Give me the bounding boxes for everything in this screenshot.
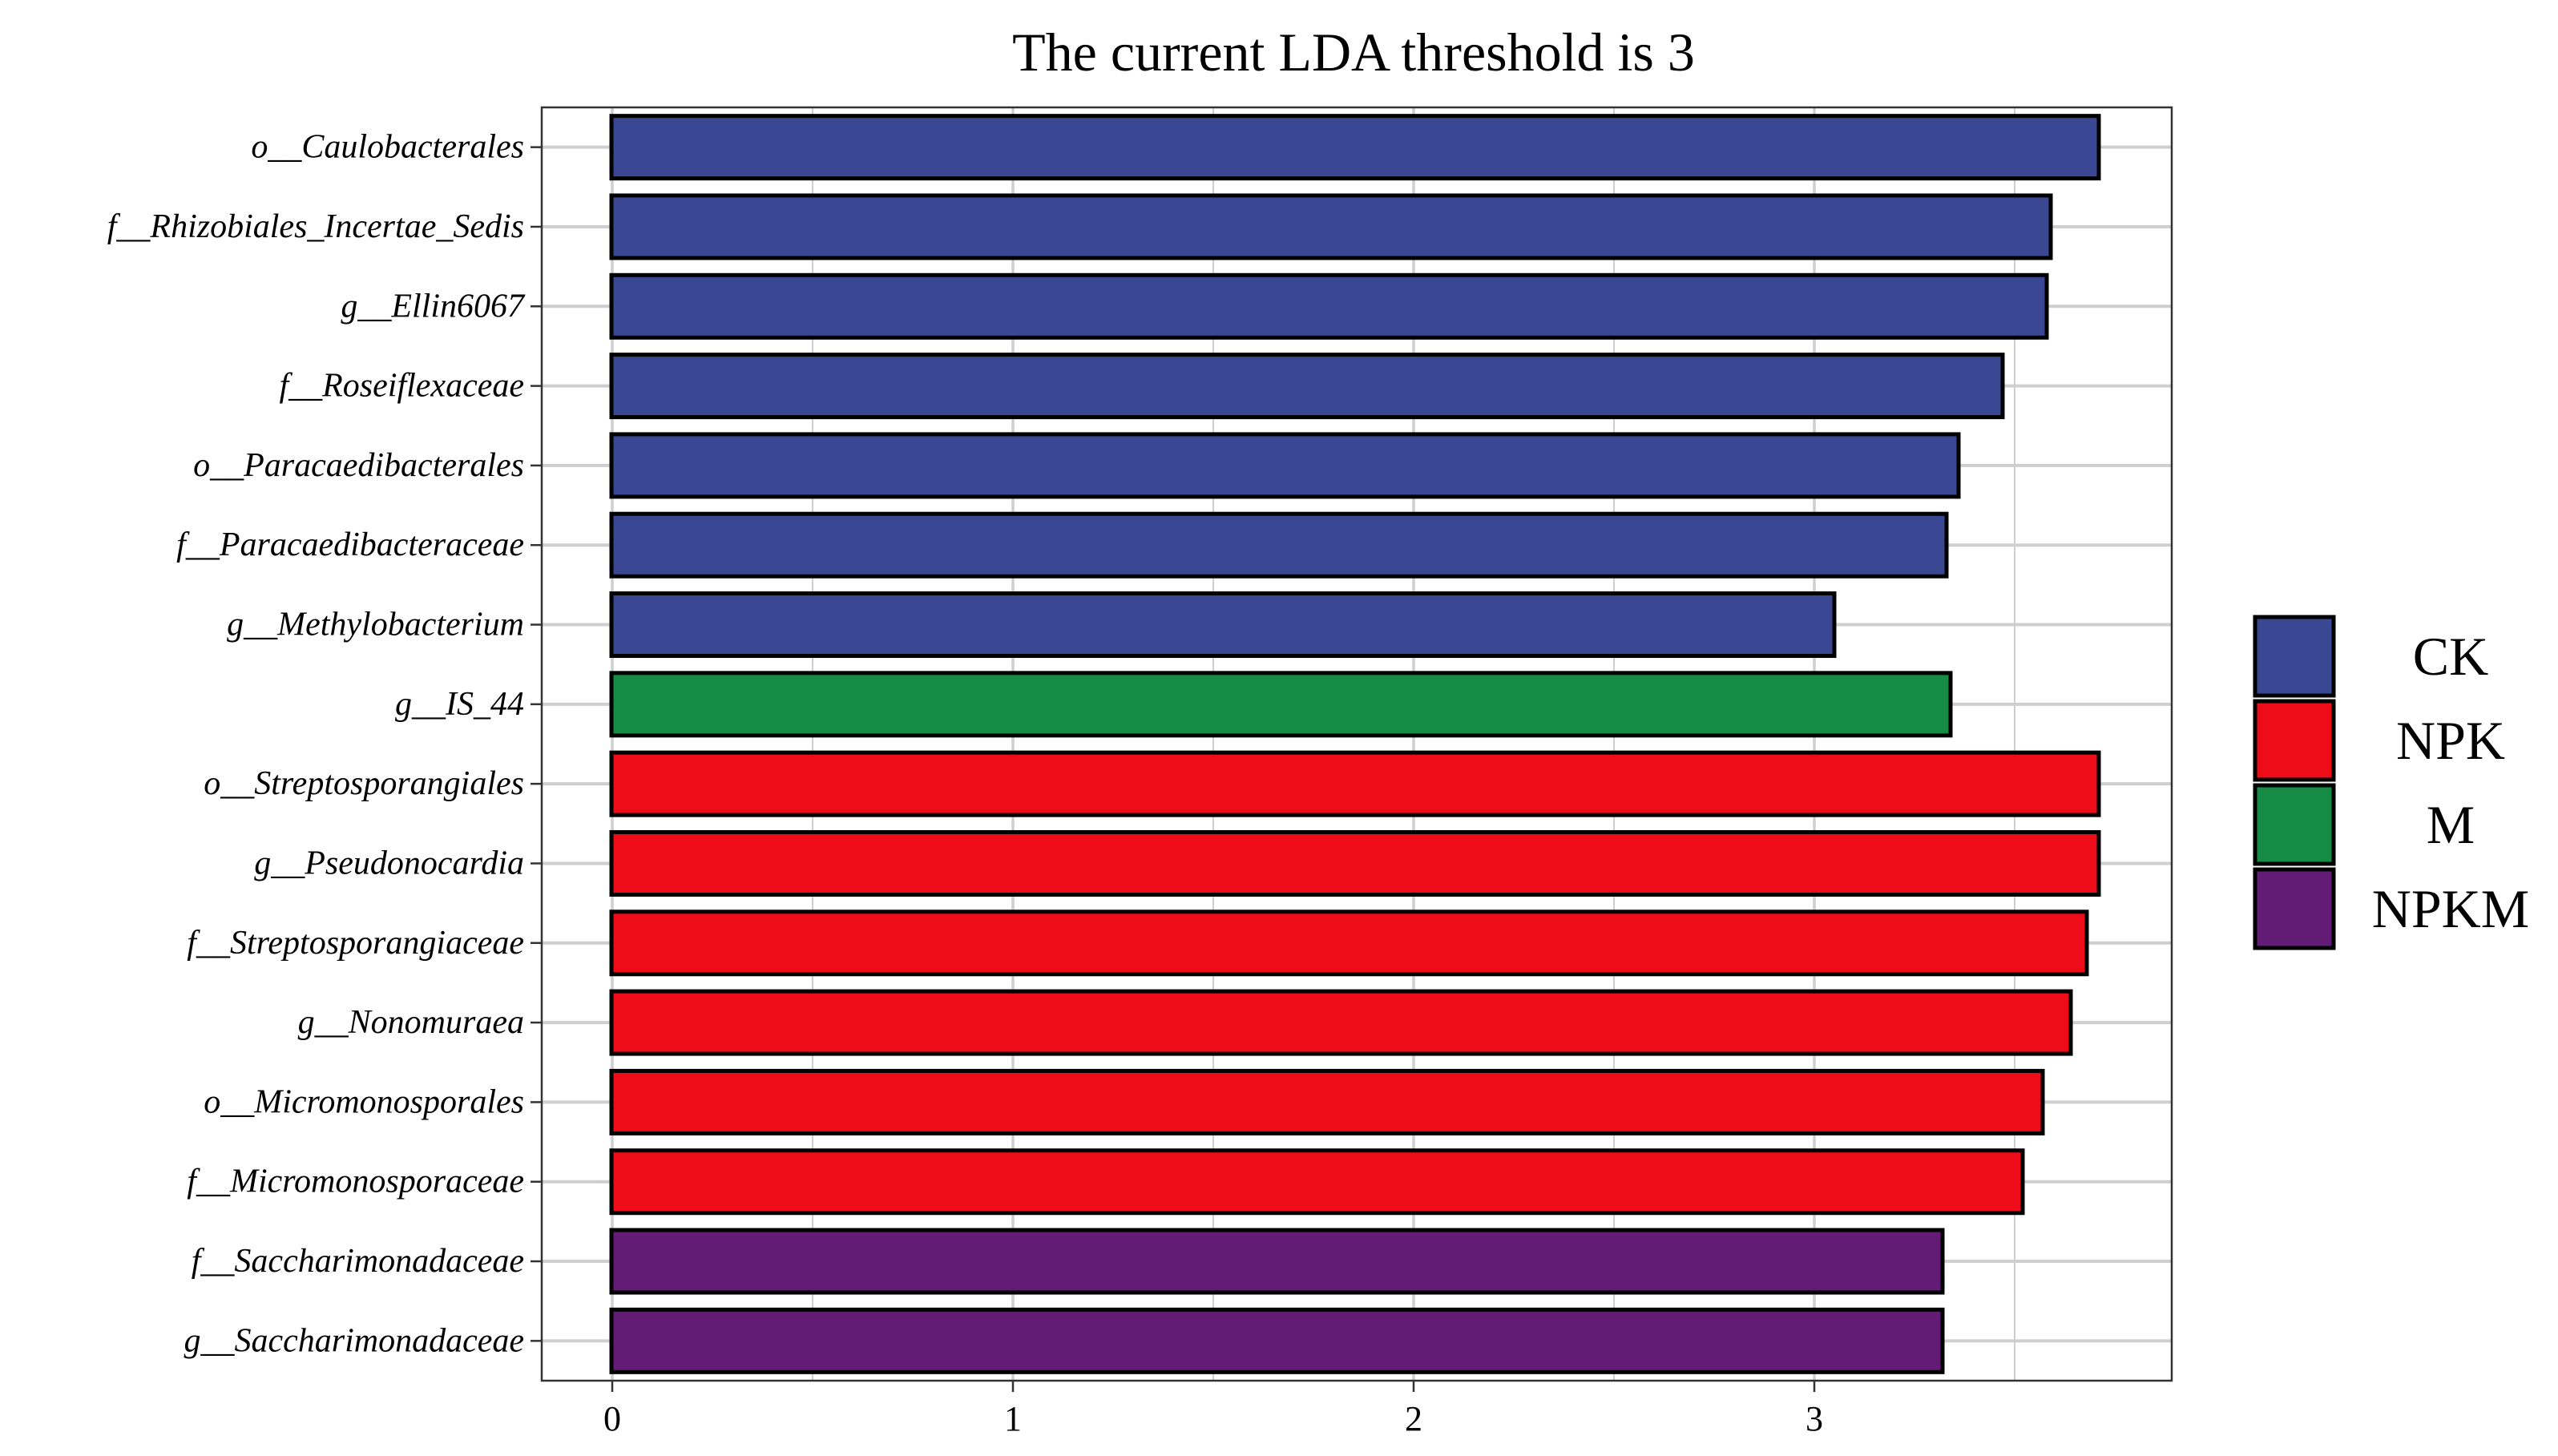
plot-area bbox=[540, 106, 2173, 1382]
bar-f-paracaedibacteraceae bbox=[609, 511, 1949, 579]
legend-entry-ck: CK bbox=[2253, 615, 2488, 698]
y-tick-label: g__Nonomuraea bbox=[298, 1004, 524, 1041]
bar-f-rhizobiales-incertae-sedis bbox=[609, 193, 2053, 260]
bar-g-saccharimonadaceae bbox=[609, 1307, 1945, 1374]
y-tick-label: o__Paracaedibacterales bbox=[193, 447, 524, 484]
legend-label: NPKM bbox=[2372, 878, 2530, 939]
legend-entry-npk: NPK bbox=[2253, 699, 2505, 782]
y-tick-label: f__Roseiflexaceae bbox=[279, 368, 524, 405]
x-tick-label: 2 bbox=[1405, 1399, 1422, 1438]
legend-label: NPK bbox=[2396, 710, 2505, 771]
bar-g-nonomuraea bbox=[609, 989, 2073, 1056]
bars bbox=[609, 114, 2101, 1374]
bar-g-pseudonocardia bbox=[609, 829, 2101, 897]
bar-o-caulobacterales bbox=[609, 114, 2101, 181]
bar-o-paracaedibacterales bbox=[609, 432, 1961, 499]
bar-f-saccharimonadaceae bbox=[609, 1228, 1945, 1295]
y-tick-label: g__IS_44 bbox=[395, 686, 524, 723]
bar-o-micromonosporales bbox=[609, 1068, 2045, 1135]
legend-label: CK bbox=[2413, 626, 2488, 687]
y-tick-label: o__Caulobacterales bbox=[251, 129, 524, 166]
legend-key bbox=[2253, 699, 2336, 782]
x-tick-label: 3 bbox=[1806, 1399, 1823, 1438]
y-tick-label: g__Ellin6067 bbox=[341, 288, 526, 325]
legend-key bbox=[2253, 615, 2336, 698]
y-tick-label: f__Streptosporangiaceae bbox=[187, 925, 524, 962]
legend-entry-npkm: NPKM bbox=[2253, 867, 2530, 950]
chart-title: The current LDA threshold is 3 bbox=[1012, 22, 1695, 83]
legend-label: M bbox=[2427, 794, 2475, 855]
y-tick-label: g__Pseudonocardia bbox=[254, 845, 524, 881]
x-axis: 0 1 2 3 bbox=[603, 1381, 1823, 1438]
bar-f-micromonosporaceae bbox=[609, 1148, 2025, 1216]
legend-entry-m: M bbox=[2253, 783, 2475, 866]
x-tick-label: 0 bbox=[603, 1399, 621, 1438]
y-axis: o__Caulobacterales f__Rhizobiales_Incerta… bbox=[107, 129, 542, 1359]
y-tick-label: g__Methylobacterium bbox=[227, 607, 524, 643]
bar-g-methylobacterium bbox=[609, 591, 1837, 659]
x-tick-label: 1 bbox=[1004, 1399, 1022, 1438]
y-tick-label: o__Micromonosporales bbox=[204, 1083, 524, 1120]
bar-g-is-44 bbox=[609, 671, 1953, 738]
y-tick-label: f__Micromonosporaceae bbox=[187, 1164, 524, 1200]
bar-f-roseiflexaceae bbox=[609, 353, 2005, 420]
plot-border bbox=[540, 106, 2173, 1382]
y-tick-label: f__Saccharimonadaceae bbox=[192, 1243, 524, 1280]
bar-f-streptosporangiaceae bbox=[609, 909, 2089, 977]
y-tick-label: f__Rhizobiales_Incertae_Sedis bbox=[107, 208, 524, 245]
bar-g-ellin6067 bbox=[609, 272, 2049, 340]
y-tick-label: g__Saccharimonadaceae bbox=[184, 1322, 524, 1359]
y-tick-label: f__Paracaedibacteraceae bbox=[176, 526, 524, 563]
legend-key bbox=[2253, 783, 2336, 866]
y-tick-label: o__Streptosporangiales bbox=[204, 765, 524, 802]
legend-key bbox=[2253, 867, 2336, 950]
bar-o-streptosporangiales bbox=[609, 750, 2101, 817]
